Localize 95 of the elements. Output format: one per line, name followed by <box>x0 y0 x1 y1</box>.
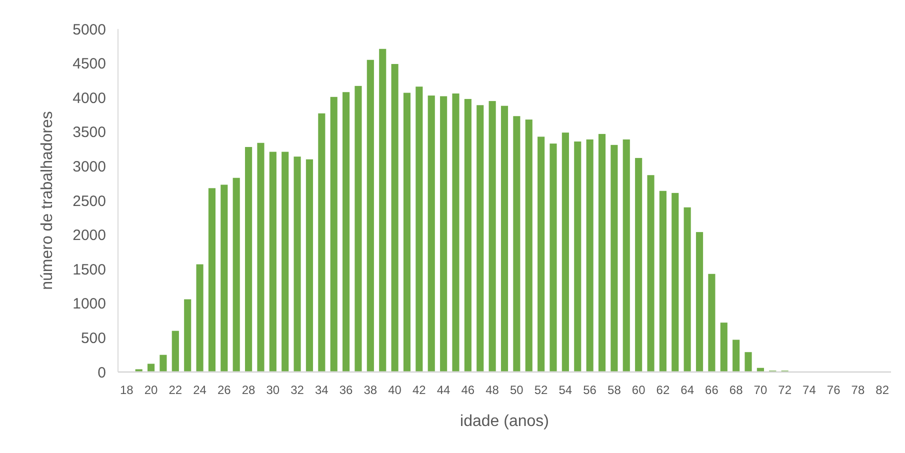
x-tick-label: 60 <box>632 383 646 397</box>
bar <box>586 139 594 372</box>
bar <box>464 98 472 372</box>
bar <box>684 207 691 372</box>
x-tick-label: 32 <box>290 383 304 397</box>
x-tick-label: 82 <box>876 383 890 397</box>
x-tick-label: 38 <box>364 383 378 397</box>
bar <box>500 106 508 372</box>
y-tick-label: 2500 <box>72 192 106 210</box>
bar <box>732 340 740 372</box>
x-tick-label: 50 <box>510 383 524 397</box>
bar <box>525 120 532 372</box>
bar <box>416 86 423 372</box>
x-tick-label: 78 <box>851 383 865 397</box>
x-tick-label: 68 <box>729 383 744 397</box>
bar <box>513 116 520 372</box>
bar <box>342 92 350 372</box>
bar <box>720 322 728 372</box>
bar <box>245 146 252 372</box>
bar <box>379 48 386 372</box>
bar <box>574 142 582 372</box>
bar <box>354 86 362 372</box>
bar <box>488 101 496 372</box>
bar <box>208 188 216 372</box>
x-tick-label: 54 <box>558 383 572 397</box>
x-tick-label: 72 <box>778 383 792 397</box>
bar <box>696 232 704 372</box>
bar <box>330 96 338 372</box>
y-tick-label: 1000 <box>72 296 106 313</box>
y-tick-label: 3500 <box>72 124 106 142</box>
x-tick-label: 46 <box>461 383 475 397</box>
bar <box>428 96 435 372</box>
bar <box>659 190 666 372</box>
y-axis-title: número de trabalhadores <box>39 111 56 290</box>
x-tick-label: 58 <box>608 383 622 397</box>
bar <box>550 144 557 372</box>
x-tick-label: 52 <box>534 383 548 397</box>
bar <box>391 64 398 372</box>
x-tick-label: 74 <box>802 383 816 397</box>
bar <box>452 93 460 372</box>
y-tick-label: 4000 <box>72 90 106 107</box>
bar <box>538 136 545 372</box>
bar <box>220 184 228 372</box>
x-tick-label: 28 <box>242 383 256 397</box>
x-tick-label: 40 <box>388 383 402 397</box>
bar <box>294 156 301 372</box>
bar <box>672 192 679 372</box>
bar <box>147 364 155 372</box>
y-tick-label: 5000 <box>72 21 106 38</box>
y-tick-label: 0 <box>98 364 106 382</box>
bar <box>184 299 192 372</box>
x-tick-label: 48 <box>486 383 500 397</box>
x-tick-label: 18 <box>120 383 134 397</box>
x-tick-label: 44 <box>436 383 451 397</box>
x-tick-label: 24 <box>193 383 207 397</box>
x-tick-label: 76 <box>826 383 841 397</box>
bar <box>635 158 642 372</box>
bar <box>647 175 654 372</box>
bar <box>257 142 264 372</box>
bar <box>403 92 411 372</box>
bar <box>562 132 569 372</box>
bar <box>610 144 618 372</box>
x-tick-label: 42 <box>412 383 426 397</box>
x-tick-label: 36 <box>339 383 354 397</box>
bar <box>440 96 448 372</box>
x-tick-label: 26 <box>217 383 232 397</box>
bar <box>318 113 326 372</box>
bar <box>744 352 752 372</box>
bar <box>306 159 314 372</box>
x-tick-label: 62 <box>656 383 670 397</box>
x-tick-label: 70 <box>754 383 768 397</box>
bar <box>708 274 716 372</box>
x-tick-label: 66 <box>705 383 719 397</box>
y-tick-label: 3000 <box>72 158 106 176</box>
x-tick-label: 22 <box>168 383 182 397</box>
bar <box>160 354 167 372</box>
bar <box>282 152 289 372</box>
x-tick-label: 64 <box>680 383 694 397</box>
bar <box>172 330 179 372</box>
bar <box>366 60 374 372</box>
x-tick-label: 30 <box>266 383 280 397</box>
bar <box>598 134 606 372</box>
y-tick-label: 4500 <box>72 56 106 73</box>
x-tick-label: 56 <box>583 383 597 397</box>
bar <box>622 139 630 372</box>
x-tick-label: 20 <box>144 383 158 397</box>
bar <box>196 264 204 372</box>
bar <box>232 178 240 372</box>
y-tick-label: 500 <box>80 330 106 347</box>
bar <box>476 105 484 372</box>
bar <box>269 152 276 372</box>
x-tick-label: 34 <box>314 383 329 397</box>
y-tick-label: 1500 <box>72 261 106 278</box>
y-tick-label: 2000 <box>72 227 106 244</box>
x-axis-title: idade (anos) <box>460 413 549 430</box>
